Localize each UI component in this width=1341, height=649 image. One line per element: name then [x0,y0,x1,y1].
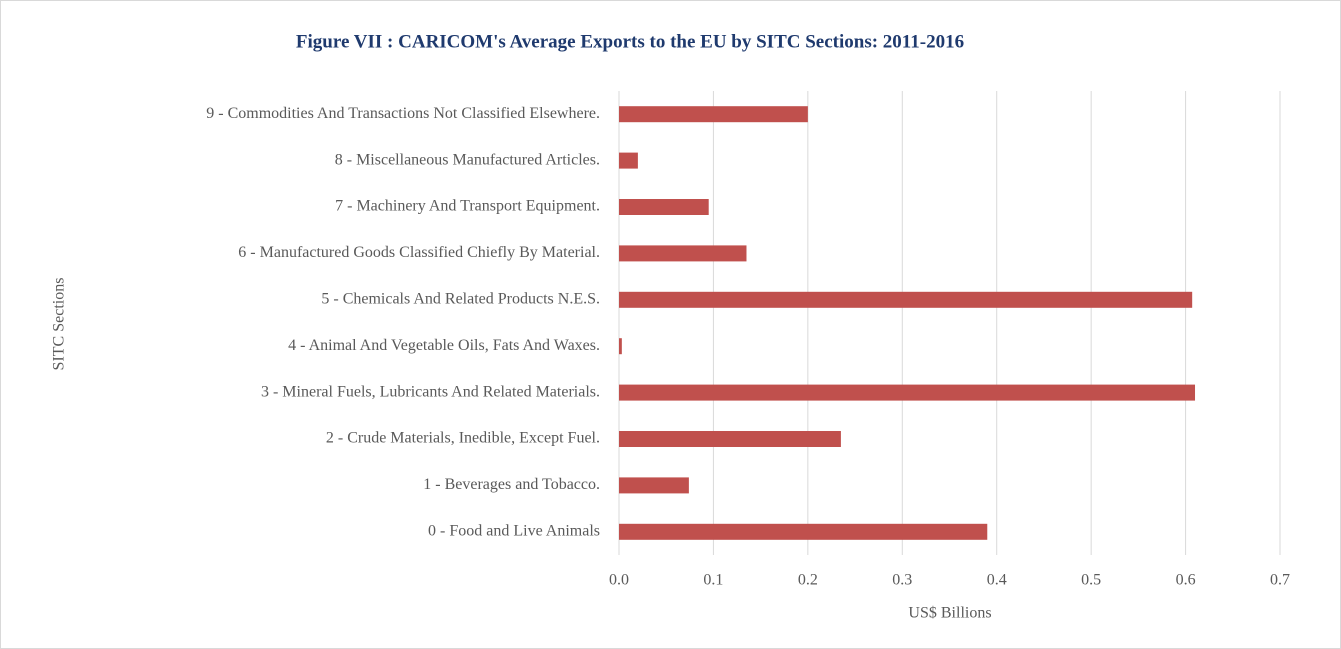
bar [619,106,808,123]
y-tick-label: 8 - Miscellaneous Manufactured Articles. [335,151,600,168]
bar [619,152,638,169]
y-tick-label: 1 - Beverages and Tobacco. [423,476,600,493]
chart-title: Figure VII : CARICOM's Average Exports t… [296,31,964,52]
bar [619,431,841,447]
x-tick-label: 0.4 [987,572,1007,589]
bar [619,338,622,355]
y-tick-label: 3 - Mineral Fuels, Lubricants And Relate… [261,383,600,400]
bar [619,199,709,215]
y-tick-label: 9 - Commodities And Transactions Not Cla… [206,105,600,122]
x-tick-label: 0.6 [1176,572,1196,589]
x-tick-label: 0.5 [1081,572,1101,589]
x-tick-label: 0.0 [609,572,629,589]
bar [619,477,689,494]
bar [619,291,1193,308]
y-tick-label: 0 - Food and Live Animals [428,522,600,539]
x-tick-label: 0.1 [703,572,723,589]
x-tick-label: 0.3 [892,572,912,589]
bar [619,245,747,262]
y-tick-label: 7 - Machinery And Transport Equipment. [335,198,600,215]
y-tick-label: 2 - Crude Materials, Inedible, Except Fu… [326,430,600,447]
y-tick-label: 5 - Chemicals And Related Products N.E.S… [321,290,600,307]
bar [619,523,988,540]
y-axis-label: SITC Sections [51,278,68,371]
bar [619,384,1196,401]
x-tick-label: 0.7 [1270,572,1290,589]
x-axis-label: US$ Billions [908,605,991,622]
y-tick-label: 4 - Animal And Vegetable Oils, Fats And … [288,337,600,354]
x-tick-label: 0.2 [798,572,818,589]
y-tick-label: 6 - Manufactured Goods Classified Chiefl… [238,244,600,261]
